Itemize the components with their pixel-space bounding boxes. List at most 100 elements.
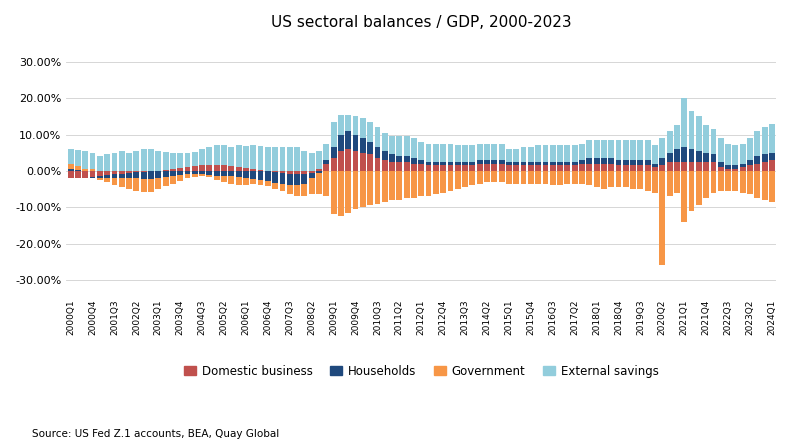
- Bar: [382, 133, 387, 151]
- Bar: [660, 138, 665, 158]
- Bar: [733, 165, 738, 169]
- Bar: [513, 165, 519, 171]
- Bar: [572, 165, 577, 171]
- Bar: [280, 147, 285, 171]
- Bar: [652, 171, 658, 193]
- Bar: [543, 145, 548, 162]
- Bar: [418, 142, 425, 160]
- Bar: [506, 162, 512, 165]
- Bar: [316, 173, 322, 194]
- Bar: [411, 158, 417, 163]
- Bar: [740, 163, 745, 167]
- Bar: [740, 144, 745, 163]
- Bar: [463, 165, 468, 171]
- Bar: [433, 162, 439, 165]
- Bar: [615, 171, 622, 187]
- Bar: [309, 173, 314, 178]
- Bar: [733, 171, 738, 191]
- Bar: [309, 178, 314, 194]
- Bar: [572, 162, 577, 165]
- Bar: [520, 165, 527, 171]
- Bar: [747, 160, 753, 165]
- Bar: [491, 171, 497, 182]
- Bar: [75, 166, 81, 170]
- Bar: [579, 163, 585, 171]
- Bar: [207, 171, 212, 175]
- Bar: [579, 160, 585, 163]
- Bar: [323, 163, 329, 171]
- Bar: [645, 160, 651, 165]
- Bar: [425, 165, 432, 171]
- Bar: [112, 175, 117, 178]
- Bar: [82, 169, 88, 171]
- Bar: [660, 158, 665, 165]
- Bar: [601, 140, 607, 158]
- Bar: [506, 165, 512, 171]
- Bar: [608, 140, 614, 158]
- Bar: [594, 163, 600, 171]
- Bar: [375, 171, 380, 203]
- Bar: [272, 183, 278, 189]
- Bar: [470, 145, 475, 162]
- Bar: [586, 171, 592, 185]
- Bar: [389, 136, 395, 155]
- Bar: [75, 150, 81, 166]
- Bar: [769, 153, 775, 160]
- Bar: [740, 171, 745, 193]
- Bar: [162, 171, 169, 177]
- Bar: [280, 171, 285, 173]
- Bar: [192, 152, 198, 167]
- Bar: [615, 165, 622, 171]
- Bar: [754, 163, 760, 171]
- Bar: [177, 153, 183, 168]
- Bar: [272, 172, 278, 183]
- Bar: [477, 144, 482, 160]
- Bar: [615, 160, 622, 165]
- Bar: [331, 122, 337, 147]
- Bar: [119, 171, 124, 174]
- Bar: [463, 162, 468, 165]
- Bar: [265, 147, 271, 171]
- Bar: [185, 167, 190, 171]
- Bar: [257, 170, 264, 171]
- Bar: [352, 117, 359, 135]
- Bar: [703, 171, 709, 198]
- Bar: [557, 165, 563, 171]
- Bar: [367, 155, 373, 171]
- Bar: [89, 177, 96, 178]
- Bar: [550, 165, 556, 171]
- Bar: [601, 163, 607, 171]
- Bar: [214, 145, 219, 165]
- Bar: [228, 147, 234, 167]
- Bar: [89, 153, 96, 169]
- Bar: [660, 165, 665, 171]
- Bar: [280, 183, 285, 191]
- Bar: [345, 171, 351, 213]
- Bar: [250, 169, 256, 171]
- Bar: [177, 168, 183, 171]
- Bar: [360, 118, 366, 138]
- Bar: [265, 171, 271, 181]
- Bar: [287, 174, 293, 185]
- Bar: [294, 185, 300, 196]
- Bar: [404, 136, 409, 156]
- Bar: [162, 170, 169, 171]
- Bar: [513, 171, 519, 183]
- Bar: [367, 142, 373, 155]
- Bar: [192, 167, 198, 171]
- Bar: [243, 178, 249, 185]
- Bar: [520, 171, 527, 183]
- Bar: [688, 162, 695, 171]
- Bar: [769, 171, 775, 202]
- Bar: [221, 176, 227, 182]
- Bar: [557, 162, 563, 165]
- Bar: [681, 98, 687, 147]
- Bar: [528, 165, 534, 171]
- Bar: [667, 162, 672, 171]
- Bar: [470, 162, 475, 165]
- Bar: [594, 158, 600, 163]
- Bar: [594, 140, 600, 158]
- Bar: [506, 171, 512, 183]
- Title: US sectoral balances / GDP, 2000-2023: US sectoral balances / GDP, 2000-2023: [271, 15, 572, 30]
- Bar: [126, 171, 132, 173]
